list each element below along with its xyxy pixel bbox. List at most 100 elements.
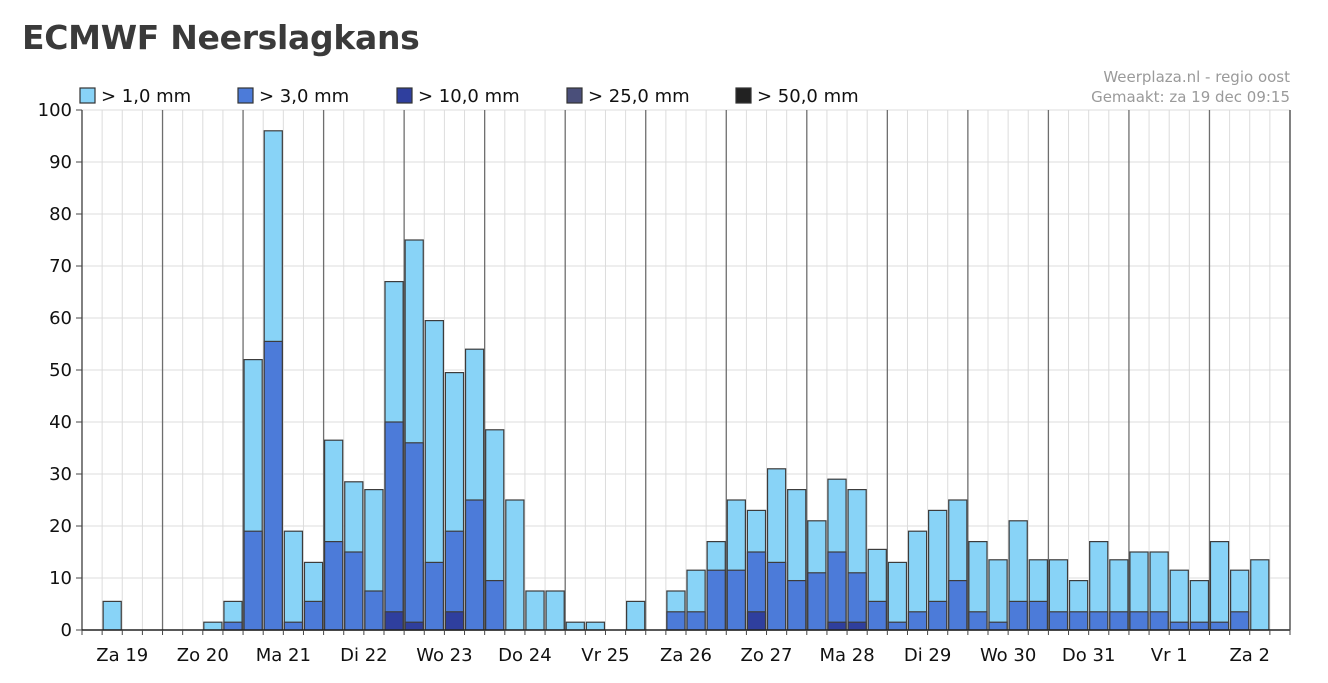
bar-series-1-slot-52 bbox=[1129, 611, 1149, 631]
bar-series-1-slot-51 bbox=[1109, 611, 1129, 631]
bar-series-1-slot-9 bbox=[263, 340, 283, 631]
bar-series-1-slot-32 bbox=[726, 569, 746, 631]
x-tick-label: Za 19 bbox=[96, 645, 148, 666]
bar-series-1-slot-34 bbox=[766, 561, 787, 631]
bar-series-1-slot-13 bbox=[344, 551, 364, 631]
bar-series-0-slot-22 bbox=[525, 590, 545, 631]
bar-series-0-slot-24 bbox=[565, 621, 585, 631]
grid bbox=[81, 109, 1291, 631]
bar-series-1-slot-40 bbox=[887, 621, 908, 631]
bar-series-0-slot-56 bbox=[1209, 540, 1230, 631]
bar-series-0-slot-1 bbox=[102, 600, 122, 631]
bar-series-1-slot-50 bbox=[1089, 611, 1109, 631]
legend-swatch bbox=[396, 87, 413, 104]
axes: 0 10 20 30 40 50 60 70 80 90 100 Za 19 Zo 20 Ma 21 Di … bbox=[38, 100, 1291, 666]
bar-series-1-slot-31 bbox=[706, 569, 726, 631]
y-tick-label: 30 bbox=[49, 464, 72, 485]
bar-series-1-slot-29 bbox=[666, 611, 686, 631]
bar-series-1-slot-49 bbox=[1068, 611, 1089, 631]
bar-series-0-slot-6 bbox=[203, 621, 223, 631]
legend-label: > 25,0 mm bbox=[588, 86, 690, 107]
bars bbox=[102, 130, 1270, 631]
bar-series-1-slot-42 bbox=[927, 600, 948, 631]
y-tick-label: 10 bbox=[49, 568, 72, 589]
bar-series-1-slot-10 bbox=[283, 621, 304, 631]
bar-series-1-slot-44 bbox=[968, 611, 988, 631]
bar-series-0-slot-10 bbox=[283, 530, 304, 631]
x-tick-label: Do 24 bbox=[498, 645, 552, 666]
legend-label: > 3,0 mm bbox=[259, 86, 349, 107]
bar-series-1-slot-7 bbox=[223, 621, 243, 631]
bar-series-1-slot-53 bbox=[1149, 611, 1169, 631]
x-tick-label: Vr 1 bbox=[1151, 645, 1188, 666]
bar-series-1-slot-47 bbox=[1028, 600, 1049, 631]
bar-series-1-slot-55 bbox=[1189, 621, 1210, 631]
bar-series-1-slot-41 bbox=[907, 611, 928, 631]
bar-series-1-slot-30 bbox=[686, 611, 706, 631]
bar-series-1-slot-14 bbox=[364, 590, 384, 631]
y-tick-label: 60 bbox=[49, 308, 72, 329]
bar-series-2-slot-15 bbox=[384, 611, 404, 631]
bar-series-0-slot-21 bbox=[505, 499, 525, 631]
x-tick-label: Di 29 bbox=[904, 645, 952, 666]
bar-series-2-slot-16 bbox=[404, 621, 424, 631]
bar-series-0-slot-58 bbox=[1250, 559, 1270, 631]
bar-series-0-slot-27 bbox=[625, 600, 646, 631]
bar-series-2-slot-38 bbox=[847, 621, 867, 631]
x-tick-label: Wo 23 bbox=[416, 645, 472, 666]
legend-label: > 10,0 mm bbox=[418, 86, 520, 107]
bar-series-1-slot-57 bbox=[1229, 611, 1250, 631]
x-tick-label: Za 2 bbox=[1229, 645, 1270, 666]
bar-series-1-slot-39 bbox=[867, 600, 887, 631]
bar-series-0-slot-23 bbox=[545, 590, 565, 631]
bar-series-0-slot-45 bbox=[988, 559, 1008, 631]
y-tick-label: 20 bbox=[49, 516, 72, 537]
bar-series-1-slot-16 bbox=[404, 442, 424, 631]
bar-series-1-slot-35 bbox=[787, 579, 807, 631]
bar-series-1-slot-36 bbox=[807, 572, 827, 631]
x-tick-label: Di 22 bbox=[340, 645, 388, 666]
bar-series-0-slot-54 bbox=[1169, 569, 1189, 631]
bar-series-1-slot-43 bbox=[948, 579, 968, 631]
x-tick-label: Ma 21 bbox=[256, 645, 311, 666]
bar-series-1-slot-45 bbox=[988, 621, 1008, 631]
x-tick-label: Ma 28 bbox=[819, 645, 874, 666]
bar-series-2-slot-18 bbox=[444, 611, 465, 631]
y-tick-label: 0 bbox=[61, 620, 72, 641]
legend-swatch bbox=[79, 87, 96, 104]
bar-series-2-slot-37 bbox=[827, 621, 847, 631]
x-tick-label: Zo 20 bbox=[177, 645, 229, 666]
x-tick-label: Za 26 bbox=[660, 645, 712, 666]
bar-series-1-slot-8 bbox=[243, 530, 263, 631]
legend-swatch bbox=[735, 87, 752, 104]
y-tick-label: 90 bbox=[49, 152, 72, 173]
legend-label: > 1,0 mm bbox=[101, 86, 191, 107]
bar-series-0-slot-40 bbox=[887, 561, 908, 631]
legend-label: > 50,0 mm bbox=[757, 86, 859, 107]
x-tick-label: Do 31 bbox=[1062, 645, 1116, 666]
legend-swatch bbox=[237, 87, 254, 104]
legend-swatch bbox=[566, 87, 583, 104]
bar-series-2-slot-33 bbox=[746, 611, 767, 631]
bar-series-1-slot-11 bbox=[303, 600, 324, 631]
bar-series-1-slot-20 bbox=[485, 579, 505, 631]
bar-series-1-slot-46 bbox=[1008, 600, 1028, 631]
y-tick-label: 80 bbox=[49, 204, 72, 225]
bar-series-1-slot-48 bbox=[1048, 611, 1069, 631]
bar-series-1-slot-12 bbox=[324, 540, 344, 631]
bar-series-1-slot-19 bbox=[464, 499, 485, 631]
x-tick-label: Vr 25 bbox=[581, 645, 629, 666]
y-tick-label: 40 bbox=[49, 412, 72, 433]
bar-series-1-slot-54 bbox=[1169, 621, 1189, 631]
x-tick-label: Wo 30 bbox=[980, 645, 1036, 666]
bar-series-1-slot-17 bbox=[424, 561, 444, 631]
y-tick-label: 50 bbox=[49, 360, 72, 381]
bar-series-1-slot-38 bbox=[847, 572, 867, 631]
y-tick-label: 100 bbox=[38, 100, 72, 121]
credit-source: Weerplaza.nl - regio oost bbox=[1103, 68, 1290, 86]
y-tick-label: 70 bbox=[49, 256, 72, 277]
legend: > 1,0 mm > 3,0 mm > 10,0 mm > 25,0 mm > 50,0… bbox=[79, 86, 859, 107]
bar-series-0-slot-25 bbox=[585, 621, 606, 631]
bar-series-1-slot-37 bbox=[827, 551, 847, 631]
